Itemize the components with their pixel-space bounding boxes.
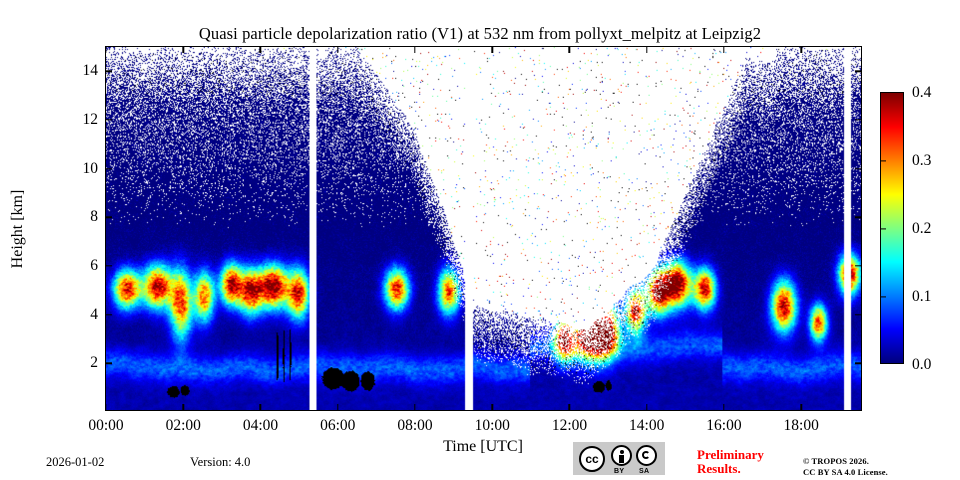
x-tick-mark bbox=[105, 404, 107, 410]
y-axis-label: Height [km] bbox=[9, 189, 26, 269]
cc-sa-label: SA bbox=[639, 468, 650, 475]
y-tick-label: 6 bbox=[90, 257, 98, 274]
x-tick-mark bbox=[491, 404, 493, 410]
x-tick-label: 00:00 bbox=[88, 417, 124, 434]
footer-version: Version: 4.0 bbox=[190, 455, 251, 469]
copyright-note: © TROPOS 2026. CC BY SA 4.0 License. bbox=[803, 456, 888, 478]
x-tick-mark bbox=[568, 404, 571, 410]
x-tick-label: 18:00 bbox=[783, 417, 819, 434]
x-tick-label: 06:00 bbox=[320, 417, 356, 434]
x-axis-label: Time [UTC] bbox=[443, 438, 523, 455]
x-tick-mark bbox=[337, 404, 339, 410]
x-tick-mark bbox=[414, 47, 416, 53]
heatmap-canvas bbox=[106, 47, 861, 410]
x-tick-mark bbox=[646, 404, 648, 410]
y-tick-mark bbox=[106, 313, 112, 316]
colorbar-tick-mark bbox=[881, 296, 886, 298]
y-tick-mark bbox=[106, 167, 112, 170]
x-tick-mark bbox=[259, 404, 262, 410]
cc-by-person-icon bbox=[611, 445, 632, 466]
y-tick-mark bbox=[106, 216, 112, 219]
preliminary-line-2: Results. bbox=[697, 461, 741, 476]
y-tick-mark bbox=[106, 119, 112, 121]
cc-license-badge[interactable]: cc BY SA bbox=[573, 442, 665, 475]
page-title: Quasi particle depolarization ratio (V1)… bbox=[198, 24, 762, 43]
y-tick-mark bbox=[106, 265, 112, 267]
y-tick-mark bbox=[855, 119, 861, 121]
copyright-line-2: CC BY SA 4.0 License. bbox=[803, 467, 888, 477]
colorbar-tick-mark bbox=[881, 160, 886, 162]
x-tick-label: 02:00 bbox=[165, 417, 201, 434]
y-tick-mark bbox=[855, 362, 861, 365]
x-tick-mark bbox=[491, 47, 493, 53]
cc-sa-share-icon bbox=[636, 445, 657, 466]
colorbar-tick-label: 0.0 bbox=[912, 356, 932, 373]
footer-date: 2026-01-02 bbox=[46, 455, 105, 469]
y-tick-label: 12 bbox=[82, 111, 99, 128]
x-tick-label: 08:00 bbox=[397, 417, 433, 434]
x-tick-mark bbox=[800, 47, 802, 53]
x-tick-mark bbox=[182, 47, 184, 53]
x-tick-label: 10:00 bbox=[474, 417, 510, 434]
y-tick-label: 10 bbox=[82, 159, 99, 177]
x-tick-mark bbox=[723, 47, 725, 53]
colorbar-canvas bbox=[881, 93, 903, 363]
preliminary-results-note: Preliminary Results. bbox=[697, 448, 764, 476]
x-tick-label: 14:00 bbox=[629, 417, 665, 434]
colorbar-tick-mark bbox=[881, 228, 886, 230]
y-tick-label: 2 bbox=[90, 354, 98, 372]
plot-area: 2 4 6 8 10 12 14 00:00 02:00 04:00 06:00 08:00 10:0… bbox=[83, 46, 862, 434]
cc-badge-strip bbox=[573, 466, 665, 475]
y-tick-mark bbox=[855, 216, 861, 219]
copyright-line-1: © TROPOS 2026. bbox=[803, 456, 869, 466]
colorbar: 0.0 0.1 0.2 0.3 0.4 bbox=[880, 84, 931, 373]
x-tick-mark bbox=[646, 47, 648, 53]
preliminary-line-1: Preliminary bbox=[697, 447, 764, 462]
colorbar-tick-label: 0.3 bbox=[912, 152, 932, 169]
cc-logo-text: cc bbox=[585, 452, 599, 466]
x-tick-mark bbox=[723, 404, 725, 410]
colorbar-tick-label: 0.1 bbox=[912, 288, 932, 305]
colorbar-tick-label: 0.4 bbox=[912, 84, 932, 101]
y-tick-mark bbox=[855, 167, 861, 170]
y-tick-label: 4 bbox=[90, 305, 98, 323]
x-tick-label: 12:00 bbox=[551, 417, 588, 434]
x-tick-mark bbox=[800, 404, 802, 410]
x-tick-mark bbox=[182, 404, 184, 410]
x-tick-label: 04:00 bbox=[242, 417, 279, 434]
y-tick-mark bbox=[855, 313, 861, 316]
x-tick-mark bbox=[568, 47, 571, 53]
cc-logo-icon: cc bbox=[579, 446, 605, 472]
y-tick-mark bbox=[106, 70, 112, 73]
y-tick-label: 14 bbox=[82, 62, 99, 80]
x-tick-mark bbox=[259, 47, 262, 53]
y-tick-mark bbox=[106, 362, 112, 365]
cc-by-label: BY bbox=[614, 468, 625, 475]
x-tick-label: 16:00 bbox=[706, 417, 742, 434]
x-tick-mark bbox=[414, 404, 416, 410]
y-tick-mark bbox=[855, 265, 861, 267]
x-tick-mark bbox=[105, 47, 107, 53]
colorbar-tick-label: 0.2 bbox=[912, 220, 932, 237]
x-tick-mark bbox=[337, 47, 339, 53]
y-tick-label: 8 bbox=[90, 208, 98, 226]
y-tick-mark bbox=[855, 70, 861, 73]
